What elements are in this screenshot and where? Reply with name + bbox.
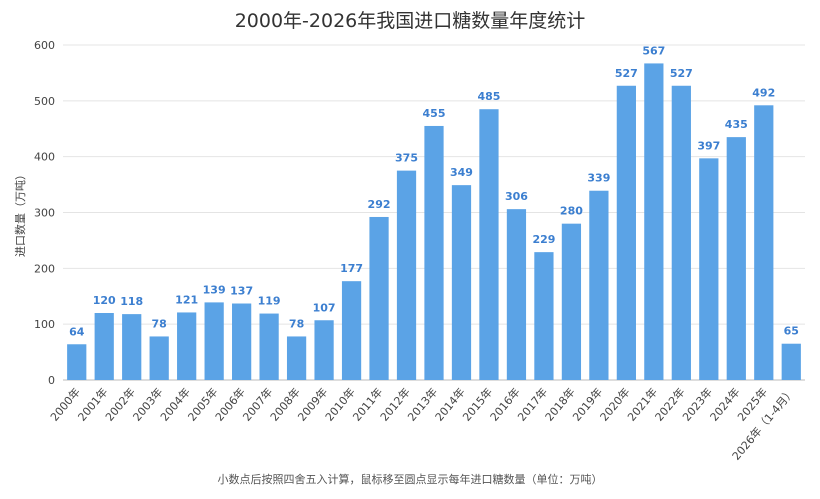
bar[interactable] xyxy=(534,252,554,380)
bar[interactable] xyxy=(149,336,169,380)
bars xyxy=(67,63,801,381)
data-label: 177 xyxy=(340,262,363,275)
bar[interactable] xyxy=(506,209,527,380)
data-label: 119 xyxy=(258,295,281,308)
bar[interactable] xyxy=(451,185,472,380)
data-label: 107 xyxy=(313,301,336,314)
bar[interactable] xyxy=(232,303,252,380)
data-label: 280 xyxy=(560,205,583,218)
data-label: 349 xyxy=(450,166,473,179)
bar[interactable] xyxy=(286,336,307,380)
data-label: 137 xyxy=(230,285,253,298)
data-label: 121 xyxy=(175,293,198,306)
bar[interactable] xyxy=(561,223,582,380)
bar[interactable] xyxy=(369,216,389,380)
bar[interactable] xyxy=(754,105,774,381)
y-tick-label: 100 xyxy=(34,318,55,331)
bar[interactable] xyxy=(424,125,444,380)
y-tick-label: 600 xyxy=(34,39,55,52)
data-label: 306 xyxy=(505,190,528,203)
bar[interactable] xyxy=(781,343,801,380)
data-label: 118 xyxy=(120,295,143,308)
y-tick-label: 0 xyxy=(48,374,55,387)
data-label: 78 xyxy=(289,317,304,330)
data-label: 229 xyxy=(532,233,555,246)
y-axis: 0 100 200 300 400 500 600 xyxy=(34,39,55,387)
bar[interactable] xyxy=(94,313,114,380)
data-label: 455 xyxy=(423,107,446,120)
data-label: 397 xyxy=(697,139,720,152)
bar[interactable] xyxy=(259,313,279,380)
data-label: 527 xyxy=(670,67,693,80)
y-tick-label: 400 xyxy=(34,151,55,164)
bar[interactable] xyxy=(479,109,499,380)
y-tick-label: 500 xyxy=(34,95,55,108)
data-label: 65 xyxy=(784,325,799,338)
bar[interactable] xyxy=(67,344,87,380)
data-label: 567 xyxy=(642,44,665,57)
y-tick-label: 300 xyxy=(34,207,55,220)
bar[interactable] xyxy=(341,281,362,380)
bar[interactable] xyxy=(204,302,224,380)
data-label: 435 xyxy=(725,118,748,131)
data-label: 120 xyxy=(93,294,116,307)
y-axis-label: 进口数量（万吨） xyxy=(14,169,27,257)
y-tick-label: 200 xyxy=(34,262,55,275)
bar[interactable] xyxy=(726,137,746,380)
data-label: 485 xyxy=(477,90,500,103)
chart-footnote: 小数点后按照四舍五入计算，鼠标移至圆点显示每年进口糖数量（单位：万吨） xyxy=(217,473,603,486)
x-axis: 2000年2001年2002年2003年2004年2005年2006年2007年… xyxy=(47,385,797,463)
bar[interactable] xyxy=(616,85,636,380)
data-label: 339 xyxy=(587,172,610,185)
data-label: 292 xyxy=(368,198,391,211)
value-labels: 64 120 118 78 121 139 137 119 78 107 177 292 375 455 3… xyxy=(69,44,799,338)
data-label: 64 xyxy=(69,325,85,338)
data-label: 492 xyxy=(752,86,775,99)
bar[interactable] xyxy=(314,320,334,380)
bar[interactable] xyxy=(122,314,142,380)
chart-title: 2000年-2026年我国进口糖数量年度统计 xyxy=(234,10,586,32)
bar[interactable] xyxy=(699,158,719,380)
data-label: 78 xyxy=(152,317,167,330)
bar[interactable] xyxy=(644,63,664,381)
bar[interactable] xyxy=(396,170,417,380)
data-label: 375 xyxy=(395,152,418,165)
bar[interactable] xyxy=(671,85,691,380)
bar[interactable] xyxy=(589,190,609,380)
data-label: 139 xyxy=(203,283,226,296)
bar[interactable] xyxy=(177,312,197,380)
data-label: 527 xyxy=(615,67,638,80)
